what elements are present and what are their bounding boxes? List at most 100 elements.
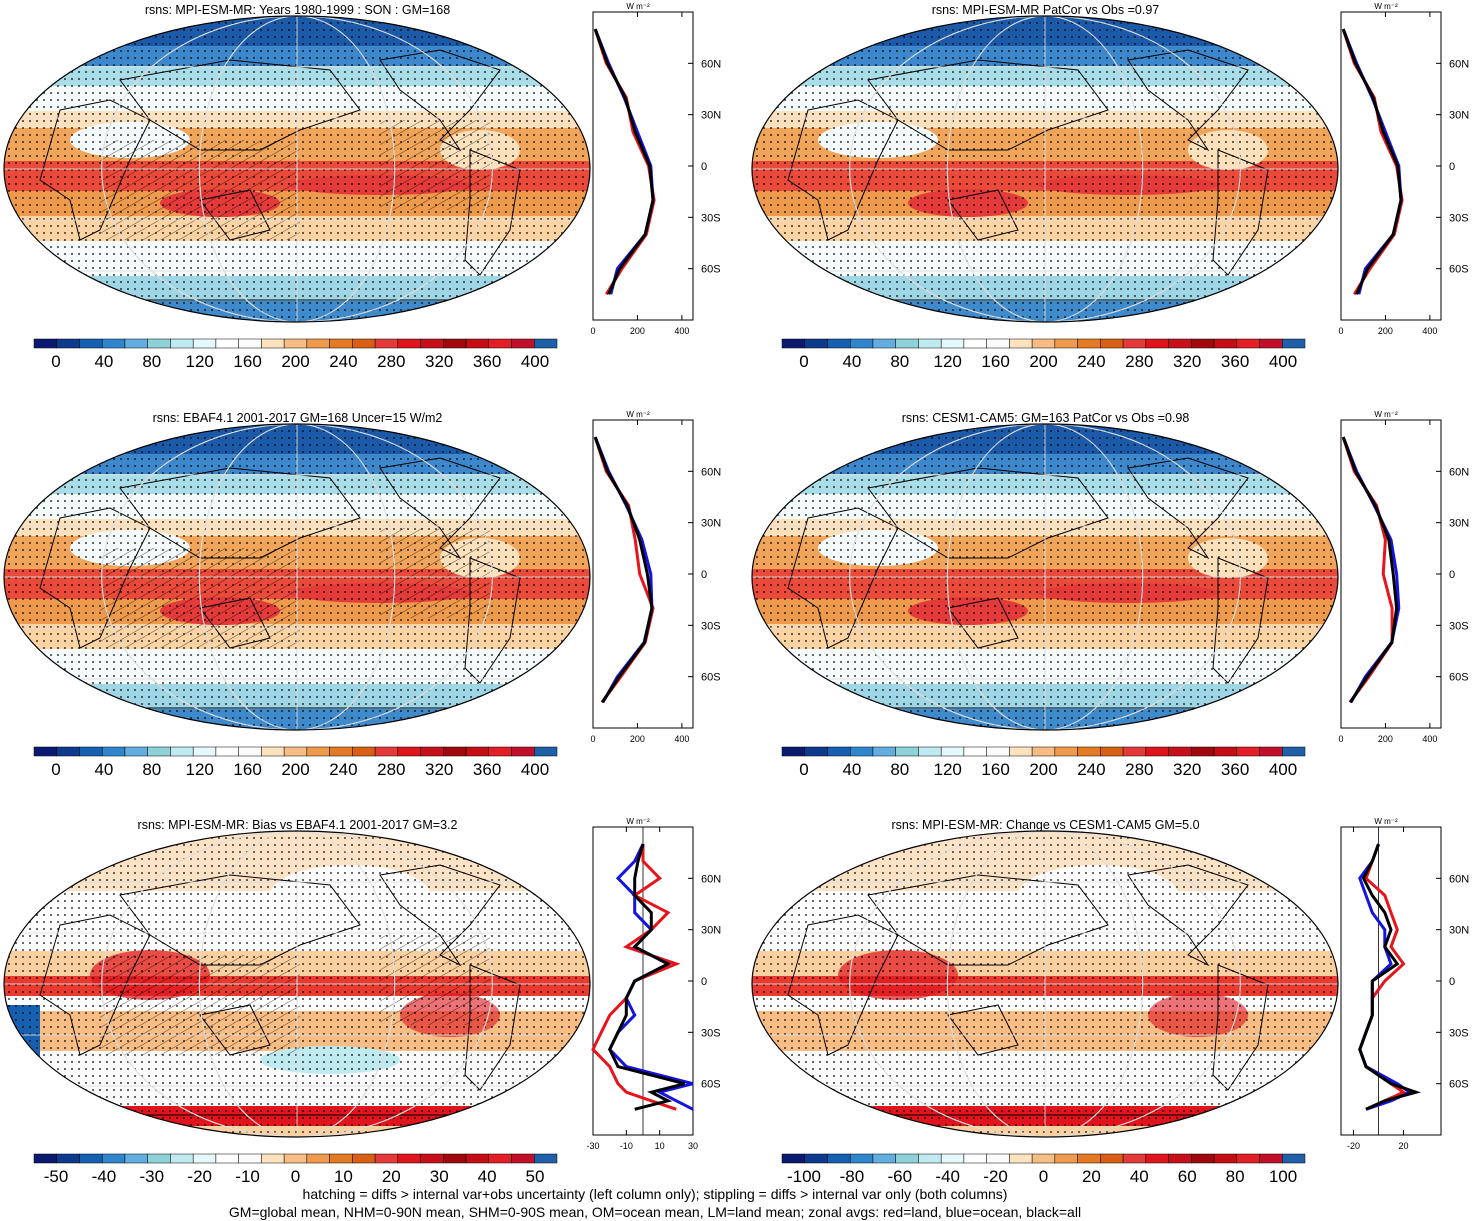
zonal-x-tick: 400 [1422,326,1437,336]
colorbar-swatch [306,1153,330,1164]
colorbar-swatch [963,338,987,349]
colorbar-swatch [1191,1153,1215,1164]
zonal-lat-tick: 0 [701,161,707,173]
colorbar-swatch [1009,746,1033,757]
panel-p5: rsns: MPI-ESM-MR: Bias vs EBAF4.1 2001-2… [0,815,735,1215]
colorbar-swatch [895,1153,919,1164]
colorbar-swatch [352,338,376,349]
zonal-lat-tick: 30S [1449,212,1469,224]
colorbar: -100 -80 -60 -40 -20 0 20 40 60 80 100 [781,1153,1306,1186]
colorbar-tick-label: 50 [526,1167,545,1186]
colorbar-swatch [1031,1153,1056,1164]
colorbar-tick-label: 200 [281,760,309,779]
colorbar-tick-label: 240 [329,760,357,779]
colorbar-swatch [827,338,851,349]
colorbar-swatch [1191,338,1215,349]
panel-graphic: 0 40 80 120 160 200 240 280 320 360 400 W m⁻² 60N 30N… [751,410,1469,779]
colorbar-swatch [1031,746,1056,757]
colorbar-swatch [1213,1153,1238,1164]
colorbar-swatch [465,746,490,757]
colorbar-tick-label: -20 [983,1167,1008,1186]
colorbar-tick-label: 280 [1125,760,1153,779]
colorbar-swatch [488,338,512,349]
colorbar-swatch [1122,746,1147,757]
colorbar-tick-label: 100 [1269,1167,1297,1186]
zonal-lat-tick: 60S [701,1079,721,1091]
colorbar-swatch [306,746,330,757]
colorbar-tick-label: 20 [382,1167,401,1186]
colorbar-tick-label: 80 [890,352,909,371]
colorbar: 0 40 80 120 160 200 240 280 320 360 400 [33,746,558,779]
colorbar-swatch [329,338,353,349]
colorbar-swatch [261,746,285,757]
colorbar-tick-label: 40 [94,352,113,371]
colorbar-swatch [374,338,399,349]
colorbar-swatch [79,746,103,757]
colorbar-tick-label: 280 [377,760,405,779]
colorbar-tick-label: -50 [44,1167,69,1186]
colorbar-tick-label: 30 [430,1167,449,1186]
colorbar-swatch [534,746,558,757]
colorbar-tick-label: 320 [1173,760,1201,779]
colorbar-swatch [1168,338,1192,349]
zonal-lat-tick: 30S [701,620,721,632]
colorbar-swatch [827,1153,851,1164]
colorbar-swatch [781,746,805,757]
colorbar-swatch [170,338,194,349]
all-zonal-line [593,28,655,295]
colorbar-tick-label: 10 [334,1167,353,1186]
colorbar-swatch [192,746,217,757]
colorbar-tick-label: 240 [1077,352,1105,371]
zonal-x-tick: 20 [1398,1141,1408,1151]
map-title: rsns: MPI-ESM-MR: Change vs CESM1-CAM5 G… [891,818,1200,832]
colorbar-tick-label: 0 [51,760,60,779]
colorbar-tick-label: 80 [142,760,161,779]
colorbar-swatch [101,746,126,757]
map-title: rsns: MPI-ESM-MR PatCor vs Obs =0.97 [931,3,1160,17]
colorbar-swatch [329,1153,353,1164]
zonal-lat-tick: 60N [1449,873,1469,885]
map-field [752,831,1338,1137]
colorbar-swatch [1031,338,1056,349]
colorbar-swatch [329,746,353,757]
panel-graphic: 0 40 80 120 160 200 240 280 320 360 400 W m⁻² 60N 30N… [751,2,1469,371]
colorbar-tick-label: 400 [521,352,549,371]
colorbar-tick-label: 160 [233,352,261,371]
colorbar-tick-label: 80 [890,760,909,779]
colorbar-swatch [1077,746,1101,757]
footer-line-1: hatching = diffs > internal var+obs unce… [302,1186,1008,1202]
colorbar-swatch [918,338,942,349]
zonal-lat-tick: 60N [701,873,721,885]
zonal-lat-tick: 60S [701,672,721,684]
panel-p6: rsns: MPI-ESM-MR: Change vs CESM1-CAM5 G… [748,815,1483,1215]
colorbar-tick-label: 120 [186,352,214,371]
panel-p1: rsns: MPI-ESM-MR: Years 1980-1999 : SON … [0,0,735,400]
colorbar-swatch [215,1153,239,1164]
zonal-units-label: W m⁻² [1374,817,1398,826]
zonal-lat-tick: 30S [701,212,721,224]
colorbar-swatch [940,746,965,757]
colorbar-tick-label: 320 [425,760,453,779]
colorbar-swatch [895,746,919,757]
colorbar-tick-label: 280 [377,352,405,371]
colorbar-swatch [1213,746,1238,757]
zonal-mean-plot: W m⁻² 60N 30N 0 30S 60S -20 20 [1340,817,1469,1151]
zonal-x-tick: 400 [1422,734,1437,744]
colorbar-tick-label: 280 [1125,352,1153,371]
colorbar-swatch [534,1153,558,1164]
colorbar-swatch [238,746,262,757]
colorbar-swatch [781,338,805,349]
colorbar-swatch [488,746,512,757]
colorbar-tick-label: 0 [1039,1167,1048,1186]
zonal-lat-tick: 30N [1449,110,1469,122]
colorbar-swatch [940,1153,965,1164]
colorbar-swatch [872,338,896,349]
colorbar-swatch [918,746,942,757]
colorbar-tick-label: 360 [1221,760,1249,779]
colorbar-tick-label: 240 [1077,760,1105,779]
colorbar-swatch [1282,338,1306,349]
colorbar-tick-label: 160 [981,760,1009,779]
colorbar-swatch [804,338,828,349]
colorbar-swatch [849,746,874,757]
colorbar-swatch [147,746,171,757]
